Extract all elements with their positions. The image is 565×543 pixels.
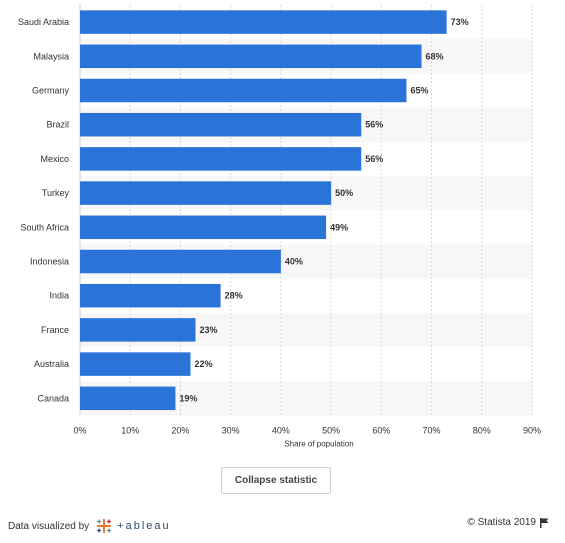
category-label: Indonesia	[30, 257, 69, 267]
category-label: South Africa	[20, 222, 69, 232]
bar	[80, 386, 176, 411]
category-label: Canada	[37, 393, 69, 403]
flag-icon[interactable]	[540, 517, 549, 528]
tableau-wordmark: +ableau	[117, 520, 171, 532]
value-label: 73%	[451, 17, 469, 27]
bar	[80, 112, 362, 137]
category-label: France	[41, 325, 69, 335]
bar	[80, 249, 281, 274]
x-tick-label: 80%	[473, 425, 491, 435]
bar	[80, 352, 191, 376]
x-tick-label: 90%	[523, 425, 541, 435]
value-label: 68%	[426, 51, 444, 61]
value-label: 56%	[365, 154, 383, 164]
bar	[80, 283, 221, 308]
value-label: 23%	[200, 325, 218, 335]
category-label: Germany	[32, 86, 70, 96]
category-label: Malaysia	[33, 51, 69, 61]
value-label: 65%	[410, 86, 428, 96]
x-axis-title: Share of population	[284, 439, 353, 448]
tableau-logo[interactable]: +ableau	[95, 517, 170, 535]
value-label: 50%	[335, 188, 353, 198]
value-label: 56%	[365, 120, 383, 130]
x-tick-label: 70%	[423, 425, 441, 435]
category-label: India	[49, 291, 69, 301]
x-tick-label: 60%	[372, 425, 390, 435]
bar	[80, 78, 407, 103]
x-tick-label: 0%	[73, 425, 86, 435]
value-label: 40%	[285, 257, 303, 267]
category-label: Turkey	[42, 188, 70, 198]
category-label: Australia	[34, 359, 69, 369]
value-label: 19%	[179, 393, 197, 403]
value-label: 28%	[225, 291, 243, 301]
category-label: Mexico	[40, 154, 69, 164]
bar	[80, 44, 422, 69]
x-tick-label: 20%	[171, 425, 189, 435]
credit-text: Data visualized by	[8, 520, 90, 532]
tableau-cross-icon	[97, 519, 112, 533]
bar	[80, 181, 332, 205]
bar	[80, 318, 196, 342]
x-tick-label: 10%	[121, 425, 139, 435]
x-tick-label: 30%	[222, 425, 240, 435]
value-label: 49%	[330, 222, 348, 232]
data-visualized-credit: Data visualized by +ableau	[8, 517, 171, 535]
statista-copyright: © Statista 2019	[467, 517, 549, 528]
bar	[80, 147, 362, 171]
value-label: 22%	[194, 359, 212, 369]
bar	[80, 10, 447, 34]
collapse-statistic-button[interactable]: Collapse statistic	[221, 467, 331, 494]
bar-chart: Saudi Arabia 73% Malaysia 68% Germany 65% Braz…	[18, 5, 541, 448]
category-label: Saudi Arabia	[18, 17, 69, 27]
x-tick-label: 50%	[322, 425, 340, 435]
x-tick-label: 40%	[272, 425, 290, 435]
bar	[80, 215, 327, 240]
copyright-text: © Statista 2019	[467, 517, 536, 528]
category-label: Brazil	[46, 120, 69, 130]
